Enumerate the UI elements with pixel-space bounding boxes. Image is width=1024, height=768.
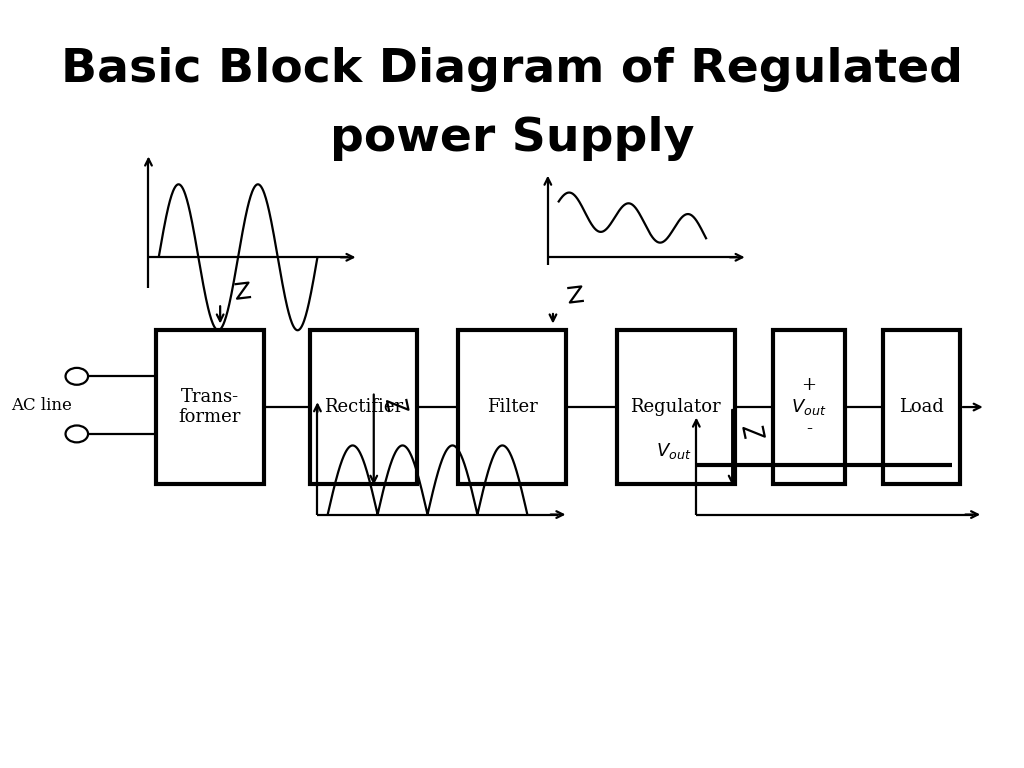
Text: Regulator: Regulator	[631, 398, 721, 416]
Bar	[156, 330, 264, 484]
Text: Rectifier: Rectifier	[324, 398, 403, 416]
Text: Load: Load	[899, 398, 944, 416]
Bar	[883, 330, 961, 484]
Bar	[459, 330, 565, 484]
Text: $V_{out}$: $V_{out}$	[655, 441, 691, 461]
Text: AC line: AC line	[11, 396, 72, 414]
Text: Trans-
former: Trans- former	[179, 388, 241, 426]
Bar	[616, 330, 735, 484]
Bar	[309, 330, 418, 484]
Text: Filter: Filter	[486, 398, 538, 416]
Text: Basic Block Diagram of Regulated: Basic Block Diagram of Regulated	[61, 47, 963, 91]
Text: +
$V_{out}$
-: + $V_{out}$ -	[792, 376, 826, 438]
Bar	[773, 330, 845, 484]
Text: power Supply: power Supply	[330, 116, 694, 161]
